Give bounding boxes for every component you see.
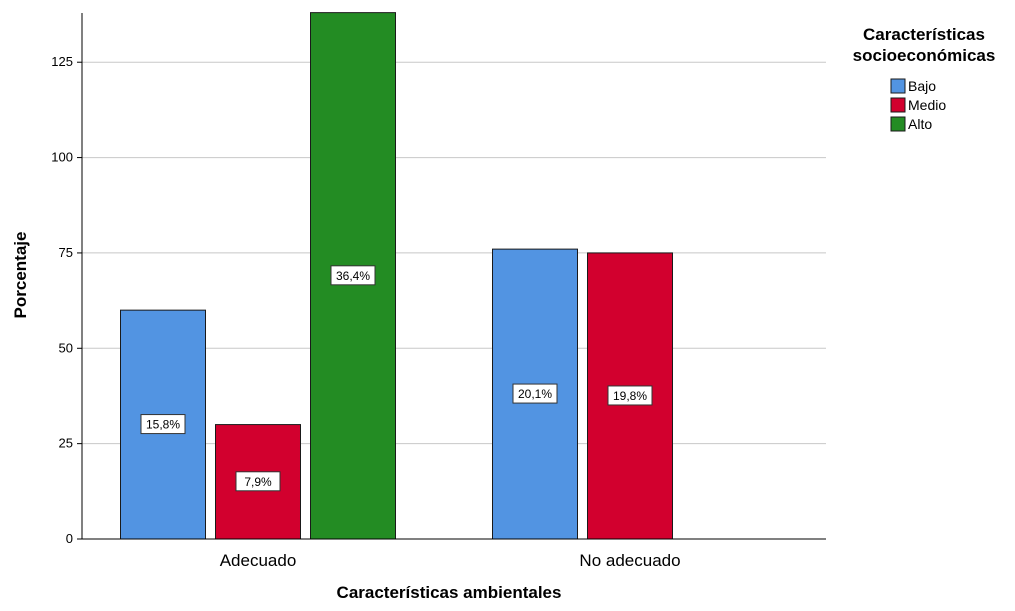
bar-label-box (512, 383, 558, 404)
legend: Características socioeconómicas Bajo Medi… (853, 25, 996, 132)
legend-items: Bajo Medio Alto (890, 78, 946, 132)
bar-label-box (140, 414, 186, 435)
y-tick-label: 25 (59, 436, 73, 451)
y-axis-ticks: 0 25 50 75 100 125 (51, 54, 82, 546)
legend-label: Bajo (908, 78, 936, 94)
y-tick-label: 50 (59, 340, 73, 355)
legend-swatch (890, 78, 906, 94)
bar-label-text: 36,4% (336, 269, 370, 283)
bar-value-label: 20,1% (512, 383, 558, 404)
bar-label-text: 7,9% (244, 475, 272, 489)
bar-labels: 15,8% 7,9% 36,4% 20,1% 19,8% (140, 265, 653, 492)
x-category-label: No adecuado (579, 551, 680, 570)
bar-label-box (607, 385, 653, 406)
y-tick-label: 100 (51, 150, 73, 165)
legend-swatch (890, 116, 906, 132)
legend-item-alto: Alto (890, 116, 932, 132)
bar-label-box (330, 265, 376, 286)
legend-item-medio: Medio (890, 97, 946, 113)
y-axis-title: Porcentaje (11, 232, 30, 319)
legend-swatch (890, 97, 906, 113)
y-tick-label: 125 (51, 54, 73, 69)
bar-value-label: 36,4% (330, 265, 376, 286)
bars (120, 12, 673, 540)
legend-title-line-2: socioeconómicas (853, 46, 996, 65)
legend-item-bajo: Bajo (890, 78, 936, 94)
bar-value-label: 7,9% (235, 471, 281, 492)
y-tick-label: 75 (59, 245, 73, 260)
bar-label-text: 19,8% (613, 389, 647, 403)
bar-value-label: 15,8% (140, 414, 186, 435)
x-axis-title: Características ambientales (337, 583, 562, 602)
y-tick-label: 0 (66, 531, 73, 546)
bar-label-text: 20,1% (518, 387, 552, 401)
x-category-label: Adecuado (220, 551, 297, 570)
legend-title-line-1: Características (863, 25, 985, 44)
legend-label: Medio (908, 97, 946, 113)
legend-label: Alto (908, 116, 932, 132)
bar-label-text: 15,8% (146, 418, 180, 432)
bar-value-label: 19,8% (607, 385, 653, 406)
bar-label-box (235, 471, 281, 492)
x-axis-categories: Adecuado No adecuado (220, 551, 681, 570)
